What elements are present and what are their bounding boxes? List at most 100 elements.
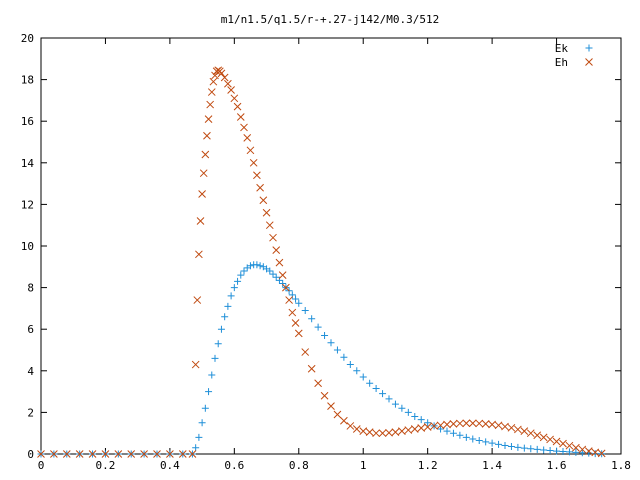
- data-point-ek: [591, 450, 599, 458]
- data-point-eh: [333, 410, 342, 419]
- data-point-ek: [195, 433, 203, 441]
- data-point-eh: [220, 73, 229, 82]
- data-point-ek: [211, 354, 219, 362]
- legend-label-ek: Ek: [555, 42, 569, 55]
- data-point-eh: [240, 123, 248, 132]
- data-point-eh: [233, 102, 242, 111]
- x-tick-label: 1.8: [611, 459, 631, 472]
- data-point-eh: [481, 419, 490, 428]
- data-point-eh: [75, 450, 84, 458]
- data-point-eh: [494, 421, 503, 430]
- data-point-eh: [50, 450, 58, 458]
- y-tick-label: 12: [21, 198, 34, 211]
- data-point-ek: [546, 446, 554, 454]
- axis-ticks: 0 0.2 0.4 0.6 0.8 1 1.2 1.4 1.6 1.8 0 2 4 6 8 10 12 14 16 1…: [21, 32, 631, 472]
- data-point-ek: [424, 419, 432, 427]
- data-point-eh: [195, 250, 203, 259]
- data-point-eh: [294, 329, 303, 338]
- data-point-ek: [559, 448, 567, 456]
- data-point-eh: [327, 402, 335, 411]
- data-point-eh: [204, 115, 213, 123]
- data-point-ek: [565, 448, 573, 456]
- data-point-eh: [597, 449, 606, 458]
- data-point-eh: [209, 77, 218, 86]
- data-point-ek: [340, 353, 348, 361]
- data-point-eh: [62, 450, 71, 458]
- data-point-eh: [391, 428, 400, 437]
- data-point-eh: [278, 271, 287, 279]
- data-point-eh: [359, 427, 368, 435]
- legend-marker-ek: [585, 44, 593, 52]
- data-point-eh: [352, 425, 361, 433]
- data-point-ek: [353, 367, 361, 375]
- data-point-ek: [279, 279, 287, 287]
- x-tick-label: 1.4: [482, 459, 502, 472]
- y-tick-label: 10: [21, 240, 34, 253]
- data-point-eh: [224, 79, 232, 88]
- data-point-eh: [410, 425, 419, 433]
- data-point-ek: [501, 441, 509, 449]
- data-point-eh: [346, 422, 355, 430]
- y-tick-label: 6: [27, 323, 34, 336]
- data-point-ek: [533, 445, 541, 453]
- data-point-eh: [275, 258, 284, 267]
- data-point-eh: [256, 183, 264, 192]
- plot-border: [40, 37, 622, 455]
- data-point-eh: [385, 428, 393, 437]
- data-point-eh: [578, 445, 587, 454]
- data-point-ek: [540, 446, 548, 454]
- data-point-eh: [365, 428, 374, 437]
- data-point-ek: [214, 340, 222, 348]
- data-point-eh: [449, 419, 458, 428]
- data-point-ek: [221, 313, 229, 321]
- data-point-ek: [578, 449, 586, 457]
- data-point-eh: [285, 296, 293, 304]
- data-point-ek: [520, 444, 528, 452]
- data-point-eh: [372, 429, 380, 438]
- data-point-ek: [321, 331, 329, 339]
- data-point-ek: [398, 404, 406, 412]
- data-point-eh: [488, 420, 496, 429]
- data-point-eh: [430, 422, 438, 430]
- data-point-eh: [193, 296, 202, 304]
- data-point-ek: [246, 262, 254, 270]
- data-point-eh: [423, 423, 432, 431]
- data-point-ek: [198, 419, 206, 427]
- data-point-ek: [443, 427, 451, 435]
- data-point-eh: [188, 450, 197, 458]
- data-point-ek: [205, 388, 213, 396]
- data-point-ek: [237, 271, 245, 279]
- data-point-eh: [436, 421, 445, 430]
- data-point-eh: [307, 364, 316, 373]
- data-point-eh: [259, 196, 268, 205]
- data-point-eh: [526, 429, 535, 438]
- data-point-ek: [495, 440, 503, 448]
- data-point-ek: [456, 431, 464, 439]
- data-point-eh: [533, 431, 542, 440]
- legend-marker-eh: [585, 58, 593, 66]
- data-point-ek: [301, 306, 309, 314]
- data-point-eh: [227, 86, 235, 94]
- data-point-eh: [572, 443, 580, 452]
- data-point-ek: [314, 323, 322, 331]
- data-point-ek: [417, 416, 425, 424]
- x-tick-label: 0.2: [96, 459, 116, 472]
- data-point-eh: [201, 150, 210, 159]
- data-point-eh: [520, 427, 529, 435]
- data-point-eh: [207, 88, 216, 96]
- chart-title: m1/n1.5/q1.5/r-+.27-j142/M0.3/512: [221, 13, 440, 26]
- x-tick-label: 1.2: [418, 459, 438, 472]
- data-point-ek: [234, 277, 242, 285]
- data-point-ek: [292, 295, 300, 303]
- data-point-ek: [514, 443, 522, 451]
- data-point-eh: [127, 450, 136, 458]
- y-tick-label: 8: [27, 282, 34, 295]
- data-point-ek: [411, 413, 419, 421]
- x-tick-label: 1: [360, 459, 367, 472]
- x-tick-label: 0.6: [224, 459, 244, 472]
- data-point-eh: [140, 450, 148, 458]
- y-tick-label: 4: [27, 365, 34, 378]
- data-point-eh: [340, 416, 348, 425]
- data-point-eh: [591, 448, 600, 457]
